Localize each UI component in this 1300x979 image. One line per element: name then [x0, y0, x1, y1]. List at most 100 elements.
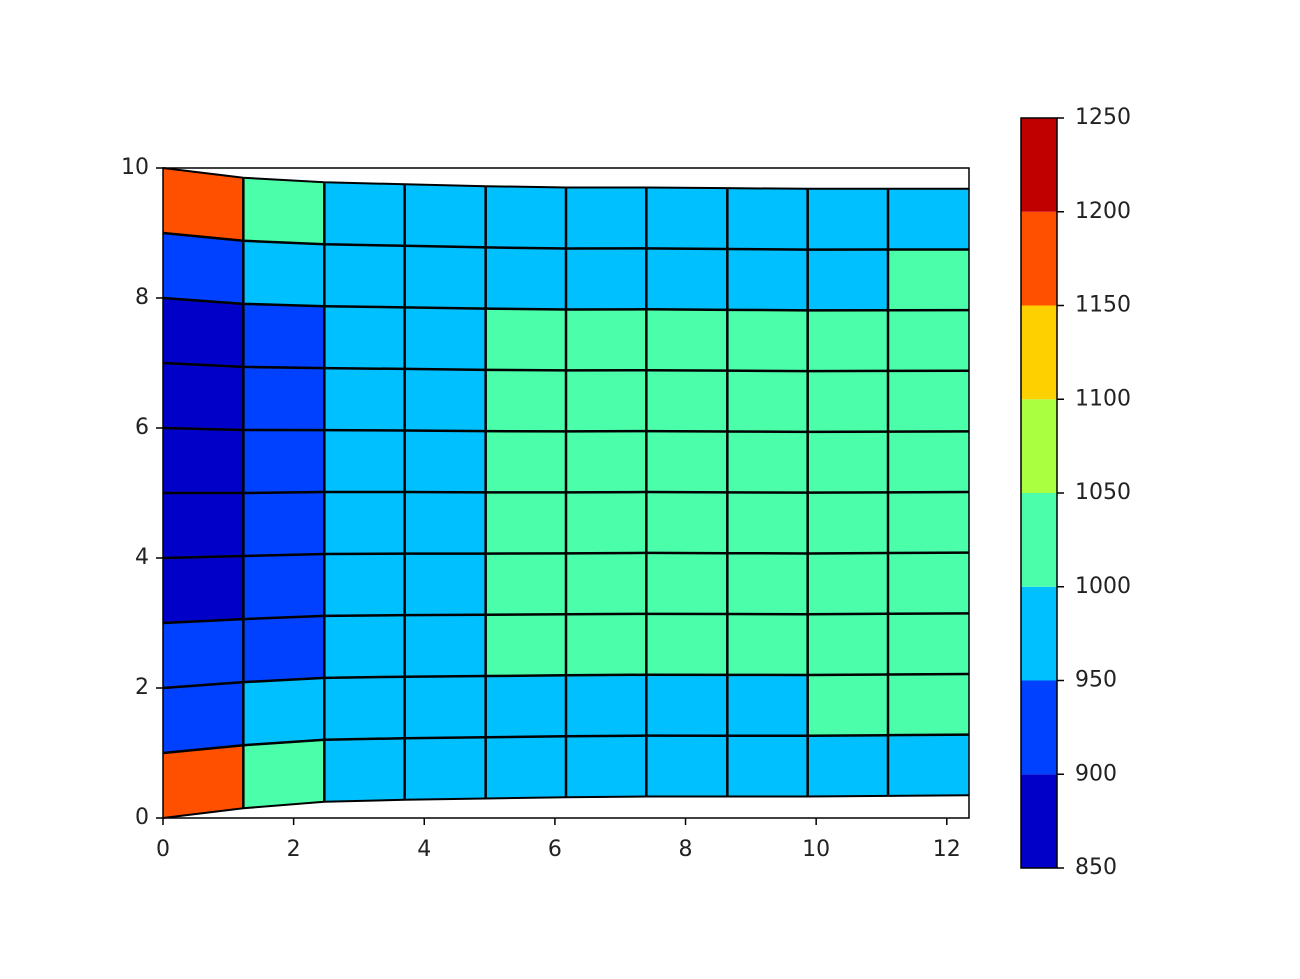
field-cell: [324, 676, 405, 741]
field-cell: [243, 429, 325, 494]
y-tick-label: 10: [121, 155, 149, 180]
field-cell: [324, 614, 405, 679]
field-cell: [887, 491, 970, 554]
field-cell: [727, 370, 808, 433]
field-cell: [243, 240, 325, 307]
field-cell: [887, 552, 970, 615]
field-cell: [162, 362, 244, 431]
field-cell: [162, 167, 244, 242]
field-cell: [485, 675, 567, 738]
field-cell: [404, 307, 486, 371]
field-cell: [485, 614, 567, 677]
field-cell: [727, 735, 808, 797]
field-cell: [646, 552, 728, 615]
field-cell: [646, 309, 728, 371]
field-cell: [162, 427, 244, 494]
field-cell: [646, 674, 728, 736]
field-cell: [243, 677, 325, 746]
colorbar-tick-label: 1250: [1075, 105, 1131, 130]
x-tick-label: 12: [933, 837, 961, 862]
field-cell: [727, 309, 808, 372]
field-cell: [807, 370, 889, 433]
field-cell: [727, 674, 808, 737]
field-cell: [646, 613, 728, 676]
field-cell: [727, 552, 808, 615]
field-cell: [887, 613, 970, 675]
colorbar-tick-label: 950: [1075, 668, 1117, 693]
field-cell: [727, 187, 808, 250]
field-cell: [807, 309, 889, 372]
colorbar-tick-label: 1200: [1075, 199, 1131, 224]
field-cell: [485, 185, 567, 249]
field-cell: [565, 430, 647, 493]
field-cell: [162, 744, 244, 819]
field-cell: [324, 367, 405, 431]
field-cell: [162, 232, 244, 305]
field-cell: [887, 431, 970, 493]
field-cell: [404, 553, 486, 616]
field-cell: [324, 491, 405, 555]
x-tick-label: 0: [156, 837, 170, 862]
field-cell: [162, 618, 244, 689]
field-cell: [727, 431, 808, 493]
x-tick-label: 6: [548, 837, 562, 862]
field-cell: [807, 552, 889, 615]
field-cell: [727, 492, 808, 554]
field-cell: [807, 734, 889, 797]
field-cell: [565, 674, 647, 737]
field-cell: [887, 188, 970, 250]
field-cell: [324, 305, 405, 370]
field-cell: [404, 491, 486, 554]
field-cell: [807, 249, 889, 311]
field-cell: [404, 430, 486, 493]
field-cell: [807, 188, 889, 250]
field-cell: [404, 614, 486, 677]
colorbar-band: [1021, 211, 1057, 306]
field-cell: [565, 369, 647, 432]
field-cell: [485, 553, 567, 616]
field-cell: [485, 308, 567, 371]
colorbar-band: [1021, 680, 1057, 775]
field-cell: [162, 681, 244, 754]
plot-frame: [162, 167, 970, 819]
field-cell: [887, 249, 970, 311]
y-tick-label: 2: [135, 675, 149, 700]
colorbar-band: [1021, 399, 1057, 493]
field-cell: [162, 492, 244, 559]
field-cell: [404, 368, 486, 432]
colorbar-band: [1021, 305, 1057, 400]
y-tick-label: 4: [135, 545, 149, 570]
field-cell: [565, 491, 647, 554]
field-cell: [324, 553, 405, 617]
x-tick-label: 10: [802, 837, 830, 862]
field-cell: [646, 430, 728, 493]
field-cell: [887, 309, 970, 372]
field-cell: [162, 555, 244, 624]
field-cell: [807, 613, 889, 676]
field-cell: [646, 491, 728, 554]
colorbar-band: [1021, 774, 1057, 868]
field-cell: [243, 553, 325, 620]
field-cell: [727, 613, 808, 676]
x-tick-label: 8: [679, 837, 693, 862]
field-cell: [485, 735, 567, 799]
field-cell: [565, 309, 647, 371]
field-cell: [646, 187, 728, 250]
field-cell: [565, 735, 647, 798]
field-cell: [727, 248, 808, 311]
field-cell: [324, 182, 405, 247]
colorbar-band: [1021, 586, 1057, 681]
y-tick-label: 6: [135, 415, 149, 440]
field-cell: [243, 491, 325, 557]
field-cell: [243, 177, 325, 245]
field-cell: [565, 613, 647, 676]
y-tick-label: 0: [135, 805, 149, 830]
field-cell: [807, 674, 889, 737]
field-cell: [887, 673, 970, 736]
field-cell: [243, 615, 325, 683]
field-cell: [243, 739, 325, 809]
field-cell: [485, 247, 567, 310]
field-cell: [565, 552, 647, 615]
colorbar-band: [1021, 118, 1057, 212]
